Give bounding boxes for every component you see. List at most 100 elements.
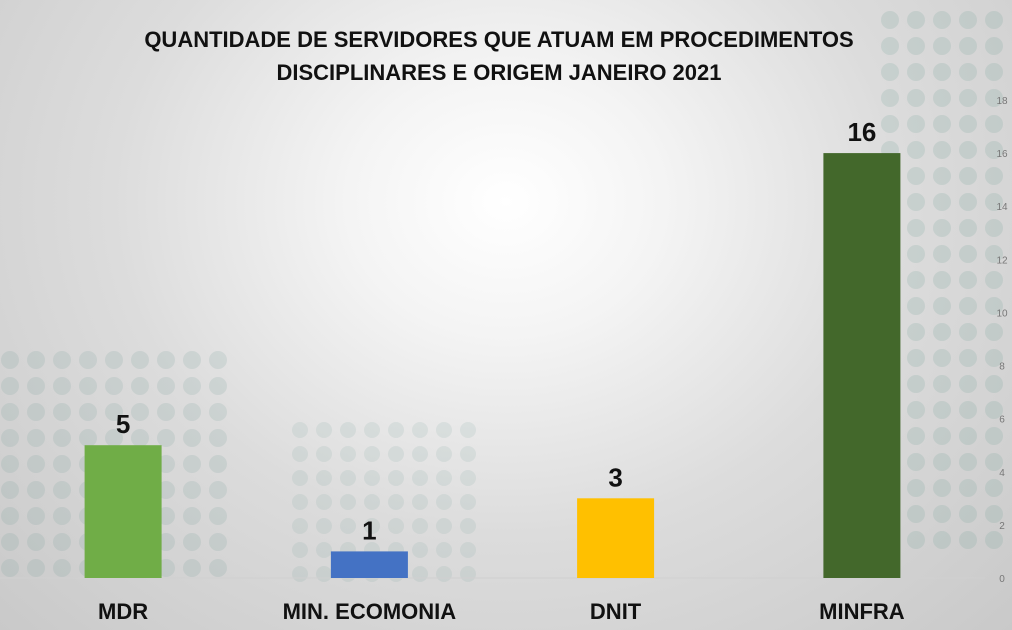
background-dot xyxy=(340,446,356,462)
background-dot xyxy=(364,518,380,534)
data-labels-group: 5 1 3 16 xyxy=(116,117,876,545)
background-dot xyxy=(27,351,45,369)
background-dot xyxy=(907,401,925,419)
category-label: DNIT xyxy=(590,599,642,624)
background-dot xyxy=(157,403,175,421)
background-dot xyxy=(292,446,308,462)
background-dot xyxy=(183,455,201,473)
background-dot xyxy=(436,566,452,582)
background-dot xyxy=(959,115,977,133)
background-dot xyxy=(907,193,925,211)
background-dot xyxy=(985,271,1003,289)
background-dot xyxy=(209,481,227,499)
background-dot xyxy=(985,219,1003,237)
background-dot xyxy=(907,349,925,367)
background-dot xyxy=(959,37,977,55)
background-dot xyxy=(933,115,951,133)
y-tick-label: 4 xyxy=(999,468,1005,479)
background-dot xyxy=(959,531,977,549)
background-dot xyxy=(907,37,925,55)
category-label: MIN. ECOMONIA xyxy=(283,599,457,624)
background-dot xyxy=(79,429,97,447)
background-dot xyxy=(1,533,19,551)
background-dot xyxy=(131,351,149,369)
category-labels-group: MDR MIN. ECOMONIA DNIT MINFRA xyxy=(98,599,905,624)
background-dot xyxy=(985,245,1003,263)
background-dot xyxy=(933,479,951,497)
background-dot xyxy=(907,505,925,523)
background-dot xyxy=(79,403,97,421)
background-dot xyxy=(959,505,977,523)
background-dot xyxy=(933,323,951,341)
bar-minfra xyxy=(823,153,901,578)
background-dot xyxy=(436,446,452,462)
background-dot xyxy=(959,89,977,107)
background-dot xyxy=(959,297,977,315)
data-label: 16 xyxy=(847,117,876,147)
category-label: MDR xyxy=(98,599,148,624)
background-dot xyxy=(209,351,227,369)
y-tick-label: 0 xyxy=(999,574,1005,585)
y-tick-label: 10 xyxy=(996,308,1008,319)
background-dot xyxy=(1,455,19,473)
y-tick-label: 16 xyxy=(996,149,1008,160)
background-dot xyxy=(292,566,308,582)
background-dot xyxy=(27,377,45,395)
background-dot xyxy=(105,351,123,369)
background-dot xyxy=(292,542,308,558)
background-dot xyxy=(985,63,1003,81)
background-dot xyxy=(907,453,925,471)
background-dot xyxy=(27,429,45,447)
background-dot xyxy=(959,479,977,497)
background-dot xyxy=(933,245,951,263)
background-dot xyxy=(933,531,951,549)
background-dot xyxy=(183,533,201,551)
background-dot xyxy=(27,481,45,499)
background-dot xyxy=(209,533,227,551)
background-dot xyxy=(985,401,1003,419)
background-dot xyxy=(183,507,201,525)
background-dot xyxy=(157,377,175,395)
background-dot xyxy=(183,351,201,369)
background-dot xyxy=(959,63,977,81)
background-dot xyxy=(105,429,123,447)
background-dot xyxy=(959,401,977,419)
background-dot xyxy=(209,377,227,395)
chart-title-line-2: DISCIPLINARES E ORIGEM JANEIRO 2021 xyxy=(277,60,722,85)
background-dot xyxy=(985,531,1003,549)
background-dot xyxy=(959,245,977,263)
background-dot xyxy=(209,507,227,525)
background-dot xyxy=(985,193,1003,211)
background-dot xyxy=(881,11,899,29)
background-dot xyxy=(959,11,977,29)
background-dot xyxy=(79,351,97,369)
background-dot xyxy=(412,470,428,486)
data-label: 1 xyxy=(362,515,376,545)
background-dot xyxy=(412,446,428,462)
background-dot xyxy=(881,115,899,133)
background-dot xyxy=(388,422,404,438)
background-dot xyxy=(27,507,45,525)
background-dot xyxy=(131,377,149,395)
y-tick-label: 2 xyxy=(999,521,1005,532)
background-dot xyxy=(316,494,332,510)
background-dot xyxy=(316,518,332,534)
background-dot xyxy=(412,494,428,510)
y-tick-label: 12 xyxy=(996,255,1008,266)
background-dot xyxy=(53,403,71,421)
background-dot xyxy=(316,422,332,438)
background-dot xyxy=(53,377,71,395)
background-dot xyxy=(105,377,123,395)
background-dot xyxy=(292,518,308,534)
background-dot xyxy=(460,518,476,534)
background-dot xyxy=(388,494,404,510)
background-dot xyxy=(933,141,951,159)
category-label: MINFRA xyxy=(819,599,905,624)
background-dot xyxy=(364,494,380,510)
background-dot xyxy=(27,455,45,473)
background-dot xyxy=(959,193,977,211)
background-dot xyxy=(316,470,332,486)
background-dot xyxy=(53,559,71,577)
background-dot xyxy=(157,351,175,369)
